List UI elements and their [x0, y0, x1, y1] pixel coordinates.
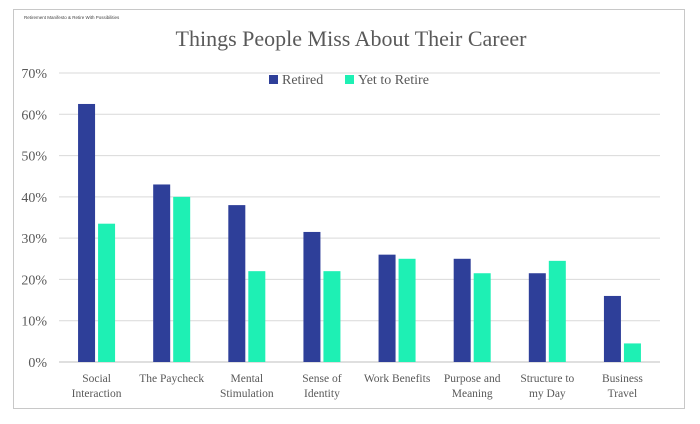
x-tick-label: my Day	[529, 388, 566, 400]
y-tick-label: 20%	[21, 273, 47, 288]
bar-retired	[378, 254, 396, 362]
x-tick-label: Social	[82, 373, 111, 385]
gridlines	[59, 72, 660, 363]
bar-yet-to-retire	[98, 223, 116, 362]
legend-label-yet-to-retire: Yet to Retire	[358, 73, 429, 88]
bar-yet-to-retire	[623, 343, 641, 362]
chart-title: Things People Miss About Their Career	[176, 26, 528, 51]
bar-yet-to-retire	[173, 196, 191, 362]
x-tick-label: Sense of	[302, 373, 341, 385]
bars	[78, 103, 641, 362]
x-tick-label: Structure to	[520, 373, 574, 385]
x-tick-label: Identity	[304, 388, 340, 400]
y-axis-ticks: 0% 10% 20% 30% 40% 50% 60% 70%	[21, 67, 47, 371]
bar-retired	[78, 103, 96, 362]
y-tick-label: 70%	[21, 67, 47, 82]
bar-retired	[603, 295, 621, 362]
x-tick-label: Interaction	[72, 388, 122, 400]
bar-yet-to-retire	[398, 258, 416, 362]
y-tick-label: 60%	[21, 108, 47, 123]
x-tick-label: Work Benefits	[364, 373, 431, 385]
legend-swatch-retired	[269, 75, 278, 84]
legend-label-retired: Retired	[282, 73, 323, 88]
x-tick-label: The Paycheck	[139, 373, 204, 385]
y-tick-label: 10%	[21, 315, 47, 330]
x-tick-label: Meaning	[452, 388, 493, 400]
bar-retired	[453, 258, 471, 362]
bar-retired	[153, 184, 171, 362]
x-tick-label: Mental	[231, 373, 264, 385]
bar-retired	[528, 273, 546, 362]
bar-retired	[303, 231, 321, 362]
legend: Retired Yet to Retire	[269, 73, 429, 88]
bar-retired	[228, 205, 246, 362]
x-tick-label: Business	[602, 373, 643, 385]
y-tick-label: 0%	[28, 356, 47, 371]
bar-yet-to-retire	[548, 260, 566, 362]
x-tick-label: Travel	[608, 388, 638, 400]
bar-yet-to-retire	[473, 273, 491, 362]
x-tick-label: Stimulation	[220, 388, 274, 400]
x-axis-labels: Social Interaction The Paycheck Mental Stimu…	[72, 373, 644, 400]
bar-yet-to-retire	[323, 271, 341, 362]
legend-swatch-yet-to-retire	[345, 75, 354, 84]
y-tick-label: 50%	[21, 150, 47, 165]
y-tick-label: 40%	[21, 191, 47, 206]
chart-frame	[13, 9, 685, 409]
x-tick-label: Purpose and	[444, 373, 501, 385]
bar-yet-to-retire	[248, 271, 266, 362]
y-tick-label: 30%	[21, 232, 47, 247]
chart-credit: Retirement Manifesto & Retire With Possi…	[24, 15, 120, 20]
